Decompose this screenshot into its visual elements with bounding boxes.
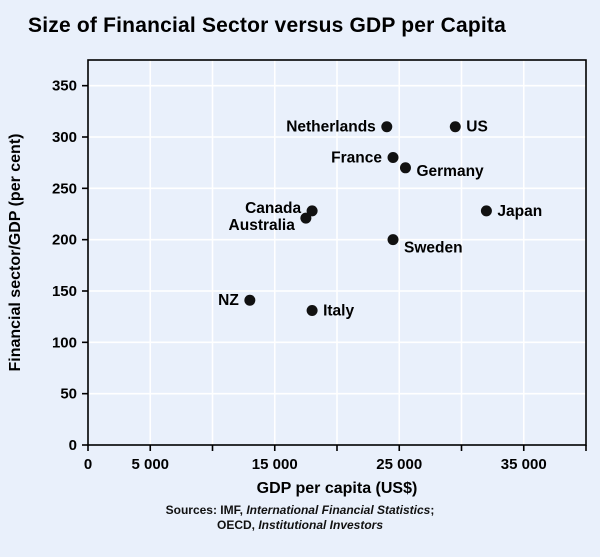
data-point — [480, 205, 492, 217]
data-point-label: US — [466, 119, 488, 136]
data-point-label: Canada — [245, 200, 301, 217]
y-tick-label: 50 — [60, 386, 77, 403]
y-tick-label: 250 — [52, 180, 77, 197]
data-point-label: Germany — [416, 163, 484, 180]
x-tick-label: 5 000 — [131, 456, 169, 473]
y-tick-label: 350 — [52, 78, 77, 95]
data-point-label: Japan — [497, 203, 542, 220]
x-axis-title: GDP per capita (US$) — [257, 480, 418, 497]
data-point — [306, 205, 318, 217]
sources-italic-1: International Financial Statistics — [246, 503, 431, 517]
data-point — [381, 121, 393, 133]
x-tick-label: 25 000 — [376, 456, 422, 473]
sources-note: Sources: IMF, International Financial St… — [30, 503, 570, 533]
data-point-label: Australia — [229, 217, 296, 234]
data-point — [387, 152, 399, 164]
y-tick-label: 200 — [52, 232, 77, 249]
y-tick-label: 0 — [69, 437, 77, 454]
y-axis-title: Financial sector/GDP (per cent) — [7, 134, 24, 372]
y-tick-label: 150 — [52, 283, 77, 300]
data-point-label: Italy — [323, 303, 354, 320]
data-point — [300, 212, 312, 224]
sources-line-1: Sources: IMF, International Financial St… — [165, 503, 435, 517]
x-tick-label: 15 000 — [252, 456, 298, 473]
sources-italic-2: Institutional Investors — [258, 518, 384, 532]
data-point — [399, 162, 411, 174]
data-point-label: France — [331, 150, 382, 167]
sources-line-2: OECD, Institutional Investors — [216, 518, 384, 532]
x-tick-label: 0 — [84, 456, 92, 473]
data-point — [306, 305, 318, 317]
chart-title: Size of Financial Sector versus GDP per … — [28, 14, 506, 37]
data-point-label: Netherlands — [286, 119, 376, 136]
data-point-label: NZ — [218, 292, 239, 309]
y-tick-label: 100 — [52, 334, 77, 351]
data-point — [449, 121, 461, 133]
data-point — [387, 234, 399, 246]
data-point — [244, 294, 256, 306]
y-tick-label: 300 — [52, 129, 77, 146]
scatter-plot-canvas: 0 5 000 15 000 25 000 35 000 0 50 100 150 200 250 3… — [7, 59, 587, 497]
x-tick-label: 35 000 — [501, 456, 547, 473]
data-point-label: Sweden — [404, 240, 463, 257]
